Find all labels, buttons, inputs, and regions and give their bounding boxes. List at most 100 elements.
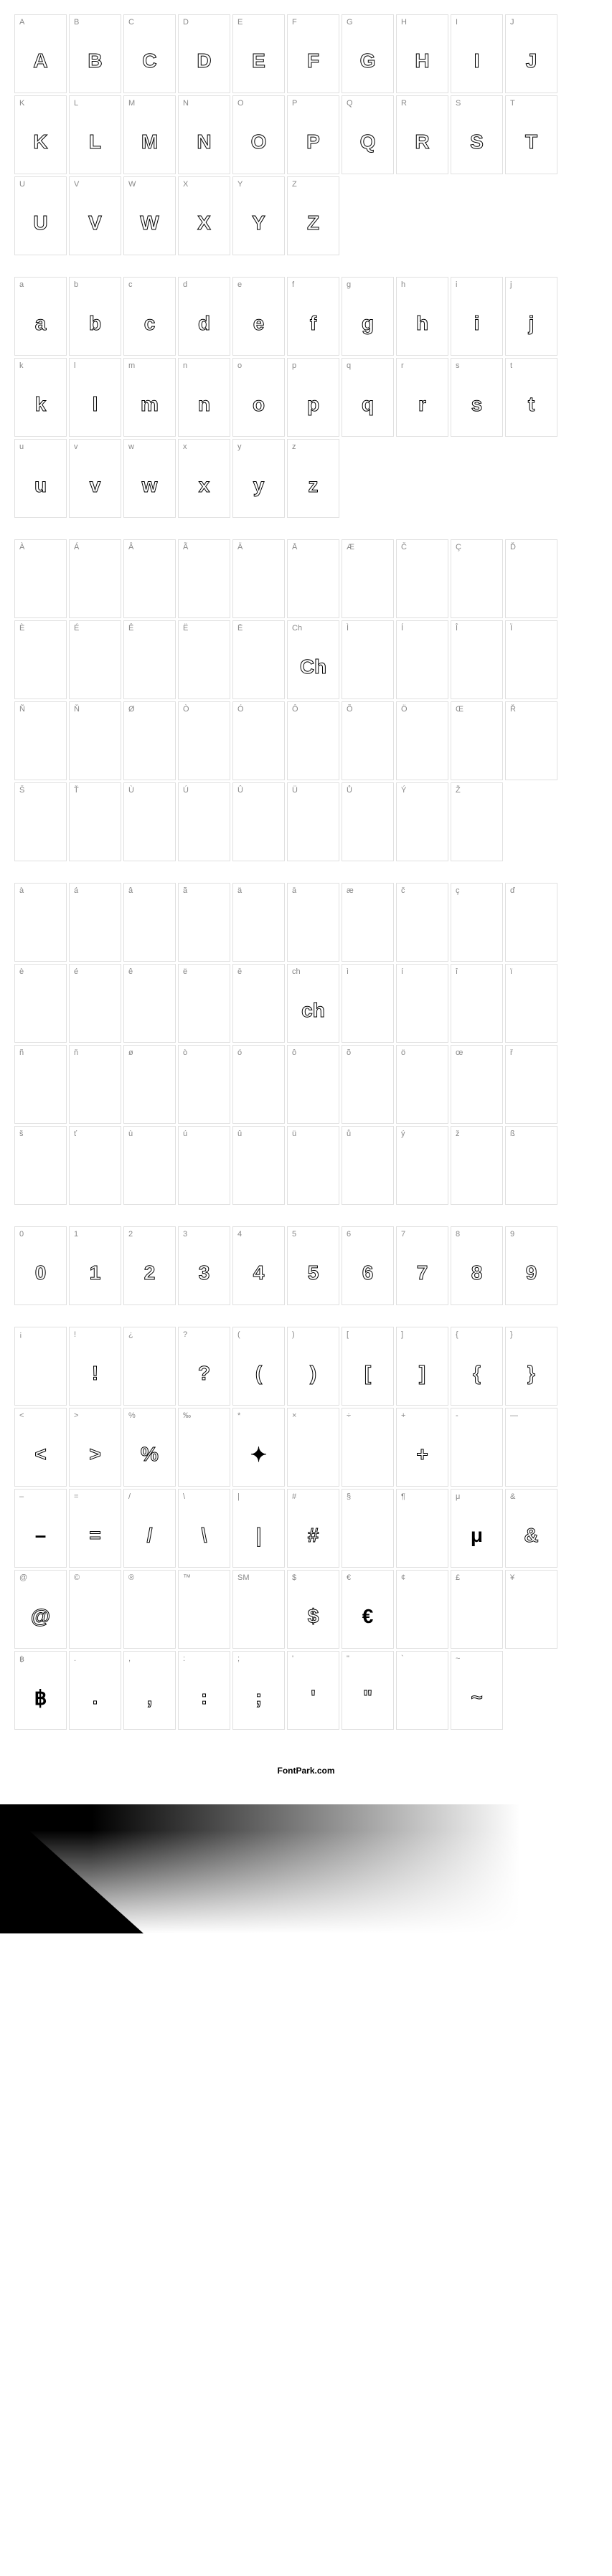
glyph-label: š <box>15 1127 66 1141</box>
glyph-cell: –– <box>14 1489 67 1568</box>
glyph-cell: rr <box>396 358 448 437</box>
glyph-label: £ <box>451 1571 502 1585</box>
glyph-cell: ¥ <box>505 1570 557 1649</box>
glyph-cell: ň <box>69 1045 121 1124</box>
glyph-cell: î <box>451 964 503 1043</box>
glyph-label: ] <box>397 1327 448 1342</box>
glyph-label: s <box>451 359 502 373</box>
glyph-label: Ö <box>397 702 448 716</box>
glyph-cell: Š <box>14 782 67 861</box>
glyph-display <box>15 797 66 861</box>
glyph-cell: GG <box>342 14 394 93</box>
glyph-label: h <box>397 278 448 292</box>
glyph-display <box>233 1060 284 1123</box>
glyph-cell: ZZ <box>287 176 339 255</box>
glyph-cell: ø <box>123 1045 176 1124</box>
glyph-display <box>233 797 284 861</box>
glyph-cell: 33 <box>178 1226 230 1305</box>
glyph-cell: Õ <box>342 701 394 780</box>
glyph-cell: ô <box>287 1045 339 1124</box>
glyph-label: d <box>179 278 230 292</box>
glyph-cell: § <box>342 1489 394 1568</box>
glyph-label: E <box>233 15 284 29</box>
glyph-label: Ï <box>506 621 557 635</box>
glyph-cell: ï <box>505 964 557 1043</box>
glyph-label: + <box>397 1408 448 1423</box>
glyph-label: ‰ <box>179 1408 230 1423</box>
glyph-cell: gg <box>342 277 394 356</box>
glyph-cell: œ <box>451 1045 503 1124</box>
glyph-display <box>342 635 393 699</box>
glyph-cell: (( <box>232 1327 285 1406</box>
glyph-label: ? <box>179 1327 230 1342</box>
glyph-cell: HH <box>396 14 448 93</box>
glyph-cell: À <box>14 539 67 618</box>
glyph-display: o <box>233 373 284 436</box>
glyph-cell: š <box>14 1126 67 1205</box>
glyph-cell: μμ <box>451 1489 503 1568</box>
glyph-cell: OO <box>232 95 285 174</box>
glyph-display <box>15 716 66 780</box>
glyph-display: ch <box>288 979 339 1042</box>
section-accented-lower: àáâãäāæčçďèéêëēchchìíîïñňøòóôõöœřšťùúûüů… <box>14 883 598 1205</box>
glyph-label: õ <box>342 1046 393 1060</box>
glyph-label: ř <box>506 1046 557 1060</box>
glyph-cell: Ä <box>232 539 285 618</box>
glyph-display <box>451 1585 502 1648</box>
glyph-cell: Ö <box>396 701 448 780</box>
glyph-display: v <box>70 454 121 517</box>
glyph-display <box>179 797 230 861</box>
glyph-display: € <box>342 1585 393 1648</box>
glyph-cell: ó <box>232 1045 285 1124</box>
glyph-label: ù <box>124 1127 175 1141</box>
glyph-cell: ú <box>178 1126 230 1205</box>
glyph-label: ç <box>451 884 502 898</box>
glyph-cell: é <box>69 964 121 1043</box>
glyph-display: g <box>342 292 393 355</box>
glyph-label: 4 <box>233 1227 284 1241</box>
glyph-cell: .. <box>69 1651 121 1730</box>
glyph-display: ] <box>397 1342 448 1405</box>
glyph-display: 3 <box>179 1241 230 1304</box>
glyph-display: " <box>342 1666 393 1729</box>
glyph-label: ú <box>179 1127 230 1141</box>
glyph-cell: kk <box>14 358 67 437</box>
glyph-display <box>179 1423 230 1486</box>
glyph-display: m <box>124 373 175 436</box>
glyph-cell: Ř <box>505 701 557 780</box>
glyph-label: C <box>124 15 175 29</box>
glyph-label: U <box>15 177 66 191</box>
glyph-label: ÷ <box>342 1408 393 1423</box>
glyph-display: H <box>397 29 448 93</box>
glyph-label: Ž <box>451 783 502 797</box>
glyph-cell: Ø <box>123 701 176 780</box>
glyph-cell: ř <box>505 1045 557 1124</box>
glyph-display <box>342 898 393 961</box>
section-uppercase: AABBCCDDEEFFGGHHIIJJKKLLMMNNOOPPQQRRSSTT… <box>14 14 598 255</box>
glyph-label: c <box>124 278 175 292</box>
glyph-display <box>506 716 557 780</box>
glyph-display <box>451 554 502 617</box>
glyph-display: Y <box>233 191 284 255</box>
glyph-display: % <box>124 1423 175 1486</box>
glyph-cell: 22 <box>123 1226 176 1305</box>
glyph-label: Ç <box>451 540 502 554</box>
glyph-cell: Ã <box>178 539 230 618</box>
glyph-cell: ß <box>505 1126 557 1205</box>
glyph-display <box>233 1585 284 1648</box>
glyph-label: b <box>70 278 121 292</box>
glyph-label: Æ <box>342 540 393 554</box>
glyph-display <box>70 1585 121 1648</box>
glyph-label: ch <box>288 965 339 979</box>
glyph-display: & <box>506 1504 557 1567</box>
glyph-cell: YY <box>232 176 285 255</box>
glyph-label: I <box>451 15 502 29</box>
glyph-display: Ch <box>288 635 339 699</box>
glyph-display: ✦ <box>233 1423 284 1486</box>
glyph-label: W <box>124 177 175 191</box>
glyph-label: Z <box>288 177 339 191</box>
glyph-label: è <box>15 965 66 979</box>
glyph-display: 1 <box>70 1241 121 1304</box>
glyph-display <box>70 979 121 1042</box>
glyph-display <box>397 1504 448 1567</box>
